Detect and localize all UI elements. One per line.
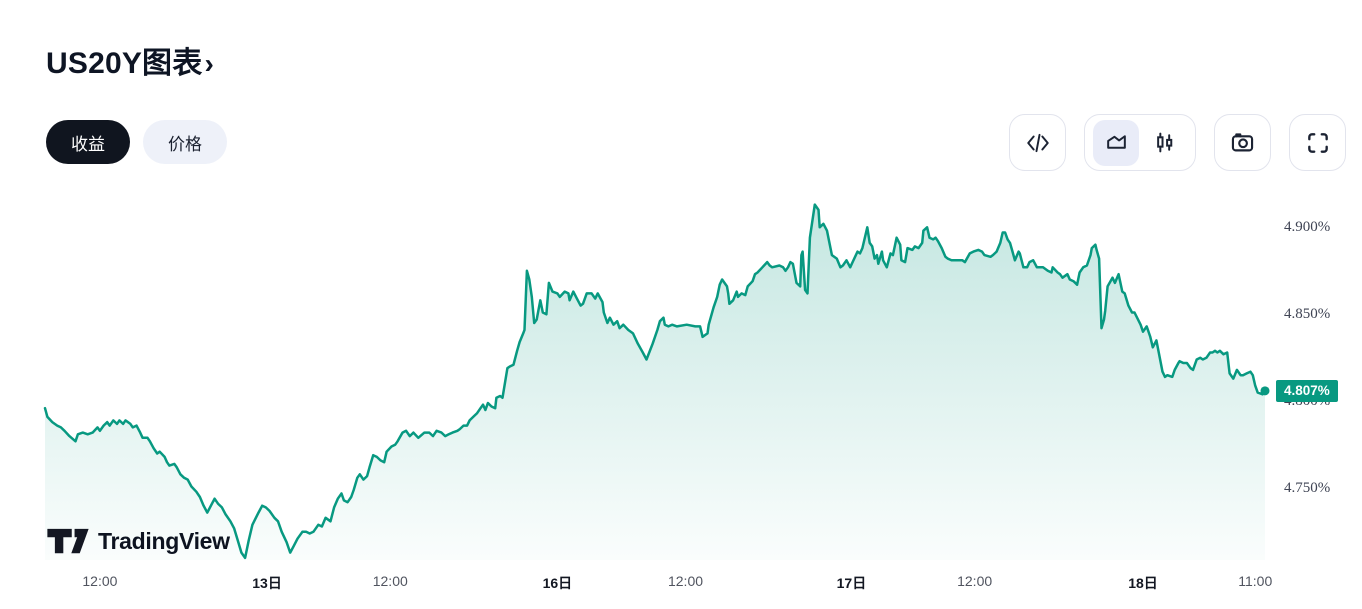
area-chart-option[interactable] [1093,119,1139,166]
x-axis-label: 12:00 [82,573,118,589]
x-axis: 12:00 13日 12:00 16日 12:00 17日 12:00 18日 11:00 [0,573,1362,593]
fullscreen-button[interactable] [1289,114,1346,171]
x-axis-label: 11:00 [1238,573,1273,589]
x-axis-label: 12:00 [667,573,704,589]
toggle-price[interactable]: 价格 [143,120,227,164]
x-axis-label: 12:00 [372,573,408,589]
x-axis-label: 16日 [542,575,573,591]
y-axis-label: 4.750% [1284,480,1331,496]
chart-style-button[interactable] [1084,114,1196,171]
area-fill [45,204,1265,560]
x-axis-label: 17日 [836,575,867,591]
yield-area-chart[interactable] [0,185,1362,560]
x-axis-label: 18日 [1128,575,1158,591]
y-axis-label: 4.900% [1284,219,1331,235]
tradingview-brand-text: TradingView [98,527,230,554]
tradingview-mark-icon [47,528,89,554]
x-axis-label: 13日 [252,575,282,591]
price-line [43,203,1267,560]
camera-icon [1229,129,1256,156]
fullscreen-icon [1305,130,1331,156]
embed-code-button[interactable] [1009,114,1066,171]
tradingview-logo[interactable]: TradingView [46,526,230,556]
y-axis-label: 4.850% [1284,306,1331,322]
toggle-yield[interactable]: 收益 [46,120,130,164]
chevron-right-icon: › [204,48,214,79]
view-toggle: 收益 价格 [46,120,227,164]
code-icon [1025,130,1051,156]
snapshot-button[interactable] [1214,114,1271,171]
last-price-dot [1260,386,1270,396]
title-link[interactable]: US20Y图表 › [46,38,214,82]
chart-toolbar [1009,114,1346,171]
last-price-badge: 4.807% [1276,379,1338,402]
page-title: US20Y图表 [46,47,203,80]
area-icon [1104,130,1129,155]
candles-icon [1152,130,1177,155]
candlestick-option[interactable] [1141,120,1187,166]
x-axis-label: 12:00 [957,573,993,589]
